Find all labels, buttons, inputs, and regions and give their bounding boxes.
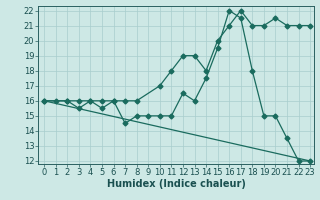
X-axis label: Humidex (Indice chaleur): Humidex (Indice chaleur) xyxy=(107,179,245,189)
